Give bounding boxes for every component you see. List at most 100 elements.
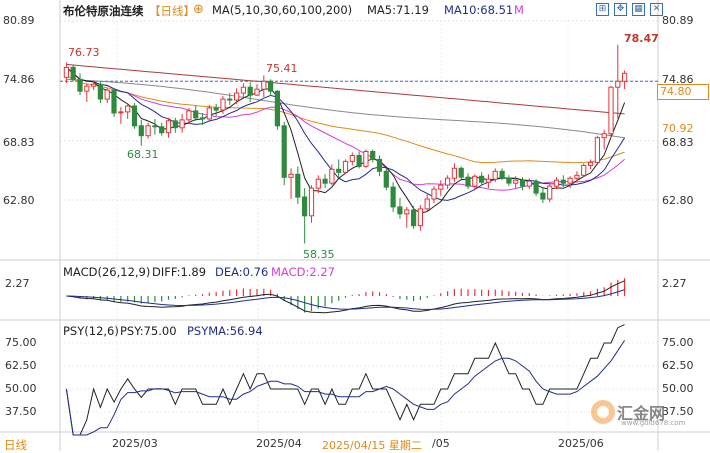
candle — [458, 166, 464, 180]
candle-body — [308, 187, 315, 217]
annotation-high-78-47: 78.47 — [624, 32, 659, 45]
candle — [199, 112, 206, 125]
candle-body — [70, 66, 76, 80]
candle-body — [199, 117, 206, 120]
psy-y-tick-left: 50.00 — [5, 382, 37, 395]
candle-body — [581, 164, 587, 176]
candle-body — [247, 86, 253, 96]
candle-body — [274, 90, 280, 127]
candle-body — [390, 186, 396, 208]
candle-body — [125, 105, 131, 113]
candle — [63, 62, 70, 84]
candle-body — [615, 80, 621, 88]
x-date-label: /05 — [432, 437, 450, 450]
candle — [560, 175, 566, 188]
candle — [431, 186, 437, 203]
psyma-value: PSYMA:56.94 — [187, 324, 263, 338]
macd-y-tick-left: 2.27 — [5, 277, 30, 290]
candle-body — [492, 170, 498, 180]
y-tick-left: 62.80 — [3, 194, 35, 207]
candle — [349, 152, 355, 166]
candle-body — [111, 89, 117, 114]
candle — [131, 103, 138, 129]
candle — [601, 129, 607, 150]
candle — [424, 194, 430, 212]
candle-body — [404, 209, 410, 215]
x-date-label: 2025/06 — [558, 437, 604, 450]
candle — [159, 122, 165, 136]
candle-body — [302, 196, 308, 217]
candle — [622, 70, 628, 90]
candle — [594, 135, 600, 164]
candle-body — [281, 125, 287, 178]
candle — [329, 164, 335, 186]
candle-body — [560, 179, 566, 184]
psy-y-tick-right: 62.50 — [662, 359, 694, 372]
candle — [70, 65, 76, 82]
candle-body — [465, 176, 471, 187]
y-tick-right: 68.83 — [662, 136, 694, 149]
ma10-value: MA10:68.51 — [444, 3, 514, 17]
ma-more-tag[interactable]: M — [514, 3, 524, 17]
candle-body — [499, 170, 505, 179]
candle — [588, 159, 594, 170]
period-tag[interactable]: 【日线】 — [149, 4, 195, 18]
macd-y-tick-right: 2.27 — [662, 277, 687, 290]
candle — [91, 80, 97, 91]
ma60-right-label: 70.92 — [662, 122, 694, 135]
candle-body — [186, 110, 192, 121]
add-indicator-icon[interactable]: ⊕ — [193, 2, 204, 17]
candle — [445, 175, 451, 190]
annotation-low-58-35: 58.35 — [303, 248, 335, 261]
candle — [295, 166, 301, 204]
footer-period-tab[interactable]: 日线 — [4, 438, 27, 452]
annotation-high-76-73: 76.73 — [68, 46, 100, 59]
zoom-fit-icon[interactable]: ⊞ — [596, 3, 609, 16]
macd-value: MACD:2.27 — [271, 265, 335, 279]
grid-icon[interactable]: ▦ — [632, 3, 645, 16]
candle-body — [438, 184, 444, 190]
candle-body — [336, 168, 342, 173]
candle-body — [234, 92, 240, 101]
candle — [104, 88, 110, 104]
candle-body — [622, 72, 628, 82]
psyma-line — [65, 340, 626, 436]
y-tick-right: 74.86 — [662, 73, 694, 86]
watermark-logo — [591, 400, 615, 424]
annotation-high-75-41: 75.41 — [266, 62, 298, 75]
candle — [186, 107, 192, 124]
candle — [472, 174, 478, 190]
candle-body — [315, 178, 321, 189]
candle — [152, 118, 158, 135]
candle-body — [152, 125, 158, 128]
candle-body — [608, 86, 614, 135]
candle-body — [431, 188, 437, 200]
psy-line — [65, 324, 625, 436]
candle-body — [553, 179, 560, 187]
candle — [363, 149, 369, 169]
candle — [84, 83, 90, 103]
candle — [499, 168, 505, 181]
candle — [479, 172, 485, 186]
candle-body — [138, 125, 144, 137]
arrows-icon[interactable]: ✥ — [614, 3, 627, 16]
candle-body — [383, 170, 389, 188]
candle-body — [329, 168, 335, 184]
candle — [485, 174, 491, 189]
moving-average-lines — [66, 63, 626, 214]
close-icon[interactable]: ✕ — [650, 3, 663, 16]
candle — [288, 168, 294, 200]
candle-body — [179, 119, 185, 129]
candle — [138, 119, 144, 146]
candle — [247, 82, 253, 103]
candle-body — [370, 151, 376, 160]
candle-body — [91, 83, 97, 87]
watermark-url: www.gold678.com — [621, 419, 686, 427]
candle — [404, 206, 410, 228]
psy-y-tick-right: 50.00 — [662, 382, 694, 395]
candle — [315, 175, 321, 194]
candle — [506, 175, 512, 187]
candle — [417, 204, 423, 231]
